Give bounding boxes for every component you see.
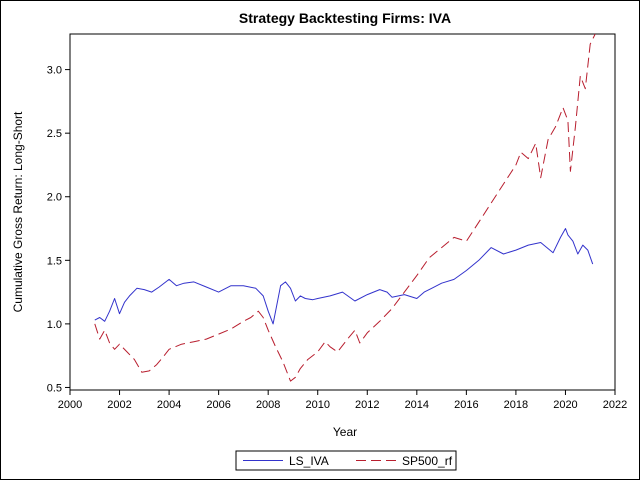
x-tick-label-2012: 2012: [355, 399, 379, 411]
x-tick-label-2016: 2016: [454, 399, 478, 411]
x-axis-label: Year: [333, 425, 357, 439]
series-line-sp500-rf: [94, 33, 596, 382]
series-line-ls-iva: [94, 228, 594, 325]
y-tick-label-2.5: 2.5: [47, 128, 62, 140]
x-tick-label-2002: 2002: [107, 399, 131, 411]
x-tick-label-2022: 2022: [603, 399, 627, 411]
legend-label-ls-iva: LS_IVA: [289, 454, 329, 468]
x-tick-label-2008: 2008: [256, 399, 280, 411]
x-tick-label-2010: 2010: [305, 399, 329, 411]
x-tick-label-2000: 2000: [58, 399, 82, 411]
y-tick-label-1.0: 1.0: [47, 319, 62, 331]
legend-label-sp500-rf: SP500_rf: [402, 454, 453, 468]
y-axis-label: Cumulative Gross Return: Long-Short: [11, 111, 25, 312]
legend: LS_IVA SP500_rf: [235, 450, 457, 471]
y-tick-label-0.5: 0.5: [47, 382, 62, 394]
x-tick-label-2006: 2006: [206, 399, 230, 411]
y-tick-label-2.0: 2.0: [47, 192, 62, 204]
x-tick-label-2004: 2004: [157, 399, 181, 411]
chart-title: Strategy Backtesting Firms: IVA: [239, 10, 451, 26]
x-tick-label-2020: 2020: [553, 399, 577, 411]
y-tick-label-1.5: 1.5: [47, 255, 62, 267]
axis-layer: 2000 2002 2004 2006 2008 2010 2012 2014 2016 2018…: [47, 65, 628, 411]
y-tick-label-3.0: 3.0: [47, 65, 62, 77]
legend-box: [235, 450, 457, 471]
x-tick-label-2014: 2014: [405, 399, 429, 411]
plot-area: [69, 33, 616, 391]
series-layer: [94, 33, 596, 382]
x-tick-label-2018: 2018: [504, 399, 528, 411]
